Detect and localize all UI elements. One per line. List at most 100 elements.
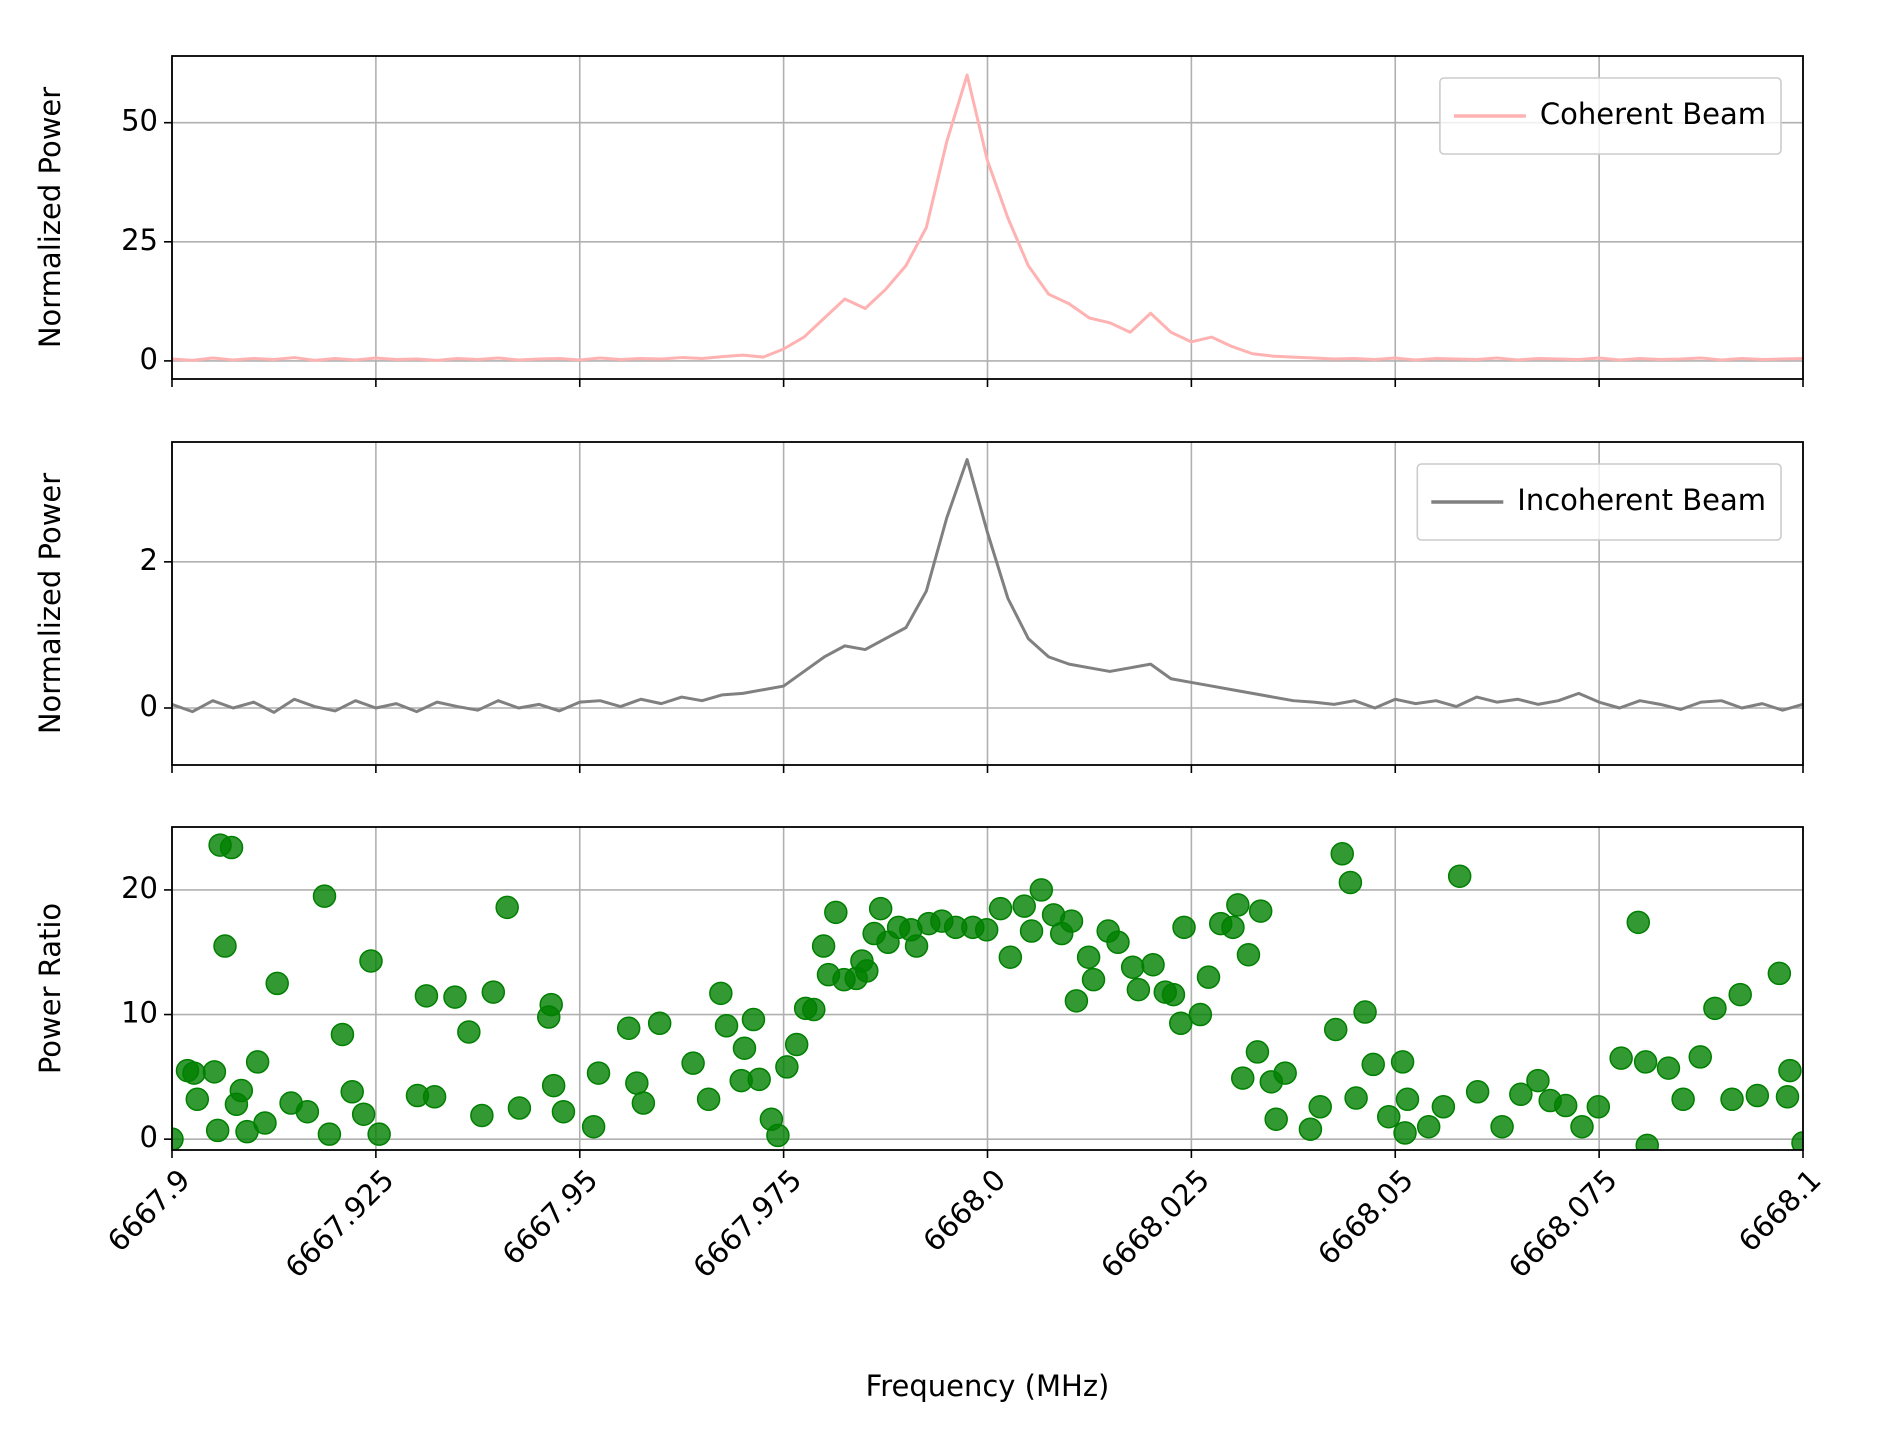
scatter-point: [868, 896, 893, 921]
scatter-point: [581, 1114, 606, 1139]
scatter-point: [470, 1103, 494, 1128]
scatter-point: [1029, 878, 1054, 902]
scatter-point: [1161, 982, 1186, 1007]
scatter-point: [747, 1067, 771, 1092]
scatter-point: [741, 1007, 766, 1032]
scatter-point: [457, 1020, 481, 1044]
scatter-point: [1671, 1087, 1695, 1112]
scatter-point: [541, 1073, 566, 1098]
scatter-point: [974, 918, 999, 942]
scatter-point: [811, 934, 836, 958]
scatter-point: [732, 1036, 757, 1060]
scatter-point: [1106, 930, 1130, 955]
scatter-point: [1076, 945, 1101, 969]
scatter-point: [367, 1122, 391, 1146]
plot-area: [172, 73, 1803, 362]
scatter-point: [202, 1060, 227, 1084]
scatter-point: [784, 1032, 809, 1057]
scatter-point: [1376, 1104, 1401, 1129]
scatter-point: [340, 1080, 364, 1104]
scatter-point: [802, 997, 826, 1022]
scatter-point: [1431, 1095, 1456, 1119]
legend-box: [1439, 77, 1782, 155]
scatter-point: [1330, 842, 1354, 866]
y-tick-label: 2: [140, 543, 158, 577]
scatter-point: [1248, 899, 1273, 923]
scatter-point: [1353, 1000, 1377, 1024]
scatter-point: [855, 959, 879, 983]
scatter-point: [312, 884, 337, 908]
scatter-point: [586, 1061, 611, 1085]
legend: Coherent Beam: [1439, 77, 1782, 155]
x-tick-label: 6668.075: [1502, 1163, 1624, 1285]
plot-area: [172, 458, 1803, 714]
scatter-point: [1264, 1107, 1288, 1131]
data-line: [172, 458, 1803, 714]
scatter-point: [172, 1127, 184, 1150]
scatter-point: [1323, 1017, 1348, 1042]
scatter-point: [481, 980, 506, 1004]
y-tick-label: 0: [140, 342, 158, 376]
scatter-point: [265, 971, 289, 996]
scatter-point: [330, 1022, 355, 1047]
scatter-point: [1609, 1046, 1633, 1070]
legend-box: [1416, 463, 1782, 541]
scatter-point: [1226, 893, 1250, 917]
scatter-point: [1728, 982, 1752, 1007]
scatter-point: [539, 992, 563, 1017]
scatter-point: [631, 1091, 656, 1115]
scatter-point: [422, 1085, 447, 1109]
scatter-point: [1236, 942, 1261, 967]
scatter-point: [1273, 1061, 1297, 1085]
scatter-point: [775, 1055, 799, 1079]
scatter-point: [824, 900, 848, 925]
scatter-point: [213, 934, 237, 958]
axes-frame: [171, 441, 1804, 766]
scatter-point: [1416, 1114, 1441, 1139]
scatter-point: [1720, 1087, 1744, 1112]
y-tick-label: 50: [121, 104, 158, 138]
scatter-point: [1688, 1045, 1712, 1069]
scatter-point: [1586, 1095, 1611, 1119]
scatter-point: [1338, 870, 1363, 895]
scatter-point: [1490, 1114, 1514, 1139]
y-tick-label: 10: [121, 996, 158, 1030]
scatter-point: [1120, 955, 1145, 979]
scatter-point: [1395, 1087, 1420, 1112]
scatter-point: [1245, 1040, 1270, 1064]
x-tick-label: 6668.025: [1094, 1163, 1216, 1285]
y-axis-label: Normalized Power: [33, 473, 67, 734]
scatter-point: [1059, 909, 1084, 933]
data-line: [172, 73, 1803, 362]
scatter-point: [253, 1111, 277, 1135]
scatter-point: [1081, 967, 1106, 992]
x-tick-label: 6667.95: [496, 1163, 605, 1272]
y-axis-label: Normalized Power: [33, 87, 67, 348]
scatter-point: [998, 945, 1023, 969]
scatter-point: [495, 895, 519, 920]
scatter-point: [625, 1071, 649, 1095]
scatter-point: [681, 1051, 705, 1075]
scatter-point: [1745, 1083, 1770, 1108]
scatter-point: [507, 1096, 532, 1120]
scatter-point: [904, 934, 929, 958]
axes-frame: [171, 55, 1804, 380]
x-tick-label: 6667.9: [101, 1163, 197, 1259]
scatter-point: [1447, 864, 1472, 888]
scatter-point: [1141, 952, 1165, 977]
scatter-point: [1196, 965, 1221, 989]
scatter-point: [1012, 894, 1036, 918]
axes-frame: [171, 826, 1804, 1151]
scatter-point: [1509, 1082, 1533, 1107]
x-tick-label: 6667.925: [279, 1163, 401, 1285]
x-tick-label: 6668.05: [1311, 1163, 1420, 1272]
scatter-point: [1778, 1058, 1802, 1083]
scatter-point: [1633, 1050, 1658, 1074]
scatter-point: [1169, 1011, 1193, 1036]
legend-label: Incoherent Beam: [1517, 483, 1766, 517]
x-axis-label: Frequency (MHz): [866, 1369, 1110, 1403]
scatter-point: [1570, 1114, 1594, 1139]
scatter-point: [1221, 915, 1245, 940]
scatter-point: [317, 1122, 342, 1146]
scatter-point: [714, 1014, 739, 1038]
